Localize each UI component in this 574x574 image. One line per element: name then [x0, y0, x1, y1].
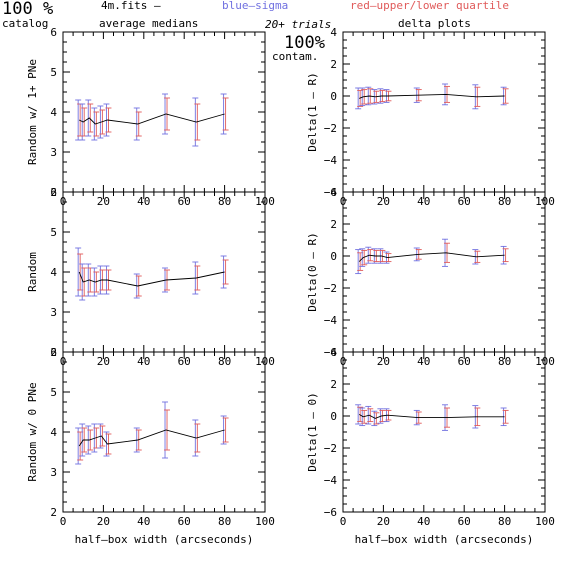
y-tick-label: 0: [330, 250, 337, 263]
y-tick-label: 4: [50, 106, 57, 119]
panel-5: 0 20 40 60 80 100 2 3 4 5 6 Random w/ 0 PNe half–box…: [26, 346, 275, 546]
x-tick-label: 40: [417, 355, 430, 368]
y-axis-label: Delta(0 – R): [306, 232, 319, 311]
x-tick-label: 60: [178, 355, 191, 368]
x-tick-label: 40: [417, 195, 430, 208]
y-axis-label: Random w/ 1+ PNe: [26, 59, 39, 165]
y-tick-label: 6: [50, 346, 57, 359]
header-filename: 4m.fits –: [101, 0, 161, 12]
y-tick-label: 3: [50, 466, 57, 479]
y-axis-label: Random: [26, 252, 39, 292]
median-line: [78, 113, 225, 125]
x-tick-label: 40: [137, 195, 150, 208]
x-tick-label: 80: [218, 195, 231, 208]
median-line: [359, 93, 505, 99]
median-line: [78, 429, 225, 447]
x-tick-label: 20: [97, 195, 110, 208]
x-tick-label: 20: [377, 195, 390, 208]
x-tick-label: 20: [377, 355, 390, 368]
y-tick-label: 4: [50, 426, 57, 439]
x-tick-label: 0: [340, 515, 347, 528]
y-tick-label: 4: [50, 266, 57, 279]
y-axis-label: Delta(1 – 0): [306, 392, 319, 471]
y-tick-label: 4: [330, 346, 337, 359]
y-tick-label: 0: [330, 90, 337, 103]
x-tick-label: 80: [498, 515, 511, 528]
header-blue-label: blue–sigma: [222, 0, 288, 12]
y-tick-label: 6: [50, 26, 57, 39]
x-tick-label: 40: [137, 515, 150, 528]
x-tick-label: 100: [535, 515, 555, 528]
median-line: [358, 414, 505, 419]
header-red-label: red–upper/lower quartile: [350, 0, 509, 12]
x-tick-label: 60: [458, 355, 471, 368]
y-tick-label: −6: [324, 506, 337, 519]
y-tick-label: 2: [330, 58, 337, 71]
y-tick-label: −2: [324, 282, 337, 295]
x-tick-label: 20: [97, 515, 110, 528]
panel-6: 0 20 40 60 80 100 −6 −4 −2 0 2 4 Delta(1 – 0) half–bo…: [306, 346, 555, 546]
y-tick-label: −4: [324, 474, 338, 487]
y-tick-label: 2: [330, 378, 337, 391]
y-tick-label: 0: [330, 410, 337, 423]
header-contam: contam.: [272, 50, 318, 63]
x-tick-label: 80: [218, 355, 231, 368]
x-tick-label: 80: [498, 195, 511, 208]
y-axis-label: Random w/ 0 PNe: [26, 382, 39, 481]
y-axis-label: Delta(1 – R): [306, 72, 319, 151]
y-tick-label: 5: [50, 66, 57, 79]
x-tick-label: 80: [498, 355, 511, 368]
x-tick-label: 0: [60, 515, 67, 528]
header-big-right: 100%: [284, 33, 325, 53]
x-axis-label: half–box width (arcseconds): [355, 533, 534, 546]
x-tick-label: 40: [137, 355, 150, 368]
x-tick-label: 40: [417, 515, 430, 528]
header-trials: 20+ trials: [265, 18, 331, 31]
x-tick-label: 60: [458, 195, 471, 208]
median-line: [78, 271, 225, 287]
y-tick-label: 2: [330, 218, 337, 231]
y-tick-label: 2: [50, 506, 57, 519]
header-catalog: catalog: [2, 17, 48, 30]
y-tick-label: −4: [324, 314, 338, 327]
y-tick-label: −4: [324, 154, 338, 167]
x-tick-label: 100: [255, 515, 275, 528]
y-tick-label: −6: [324, 186, 337, 199]
y-tick-label: 4: [330, 26, 337, 39]
plot-frame: [62, 351, 266, 513]
header-average-medians: average medians: [99, 17, 198, 30]
x-tick-label: 60: [178, 195, 191, 208]
y-tick-label: −6: [324, 346, 337, 359]
plot-frame: [62, 191, 266, 353]
x-tick-label: 20: [97, 355, 110, 368]
y-tick-label: 3: [50, 146, 57, 159]
y-tick-label: 6: [50, 186, 57, 199]
plot-frame: [62, 31, 266, 193]
y-tick-label: 4: [330, 186, 337, 199]
y-tick-label: −2: [324, 122, 337, 135]
median-line: [358, 252, 505, 262]
x-tick-label: 60: [458, 515, 471, 528]
x-tick-label: 60: [178, 515, 191, 528]
plot-frame: [342, 31, 546, 193]
x-tick-label: 20: [377, 515, 390, 528]
plot-frame: [342, 351, 546, 513]
y-tick-label: 5: [50, 386, 57, 399]
y-tick-label: −2: [324, 442, 337, 455]
y-tick-label: 3: [50, 306, 57, 319]
y-tick-label: 2: [50, 346, 57, 359]
header-big-left: 100 %: [2, 0, 53, 19]
y-tick-label: 5: [50, 226, 57, 239]
header-delta-plots: delta plots: [398, 17, 471, 30]
plot-frame: [342, 191, 546, 353]
x-tick-label: 80: [218, 515, 231, 528]
y-tick-label: 2: [50, 186, 57, 199]
x-axis-label: half–box width (arcseconds): [75, 533, 254, 546]
